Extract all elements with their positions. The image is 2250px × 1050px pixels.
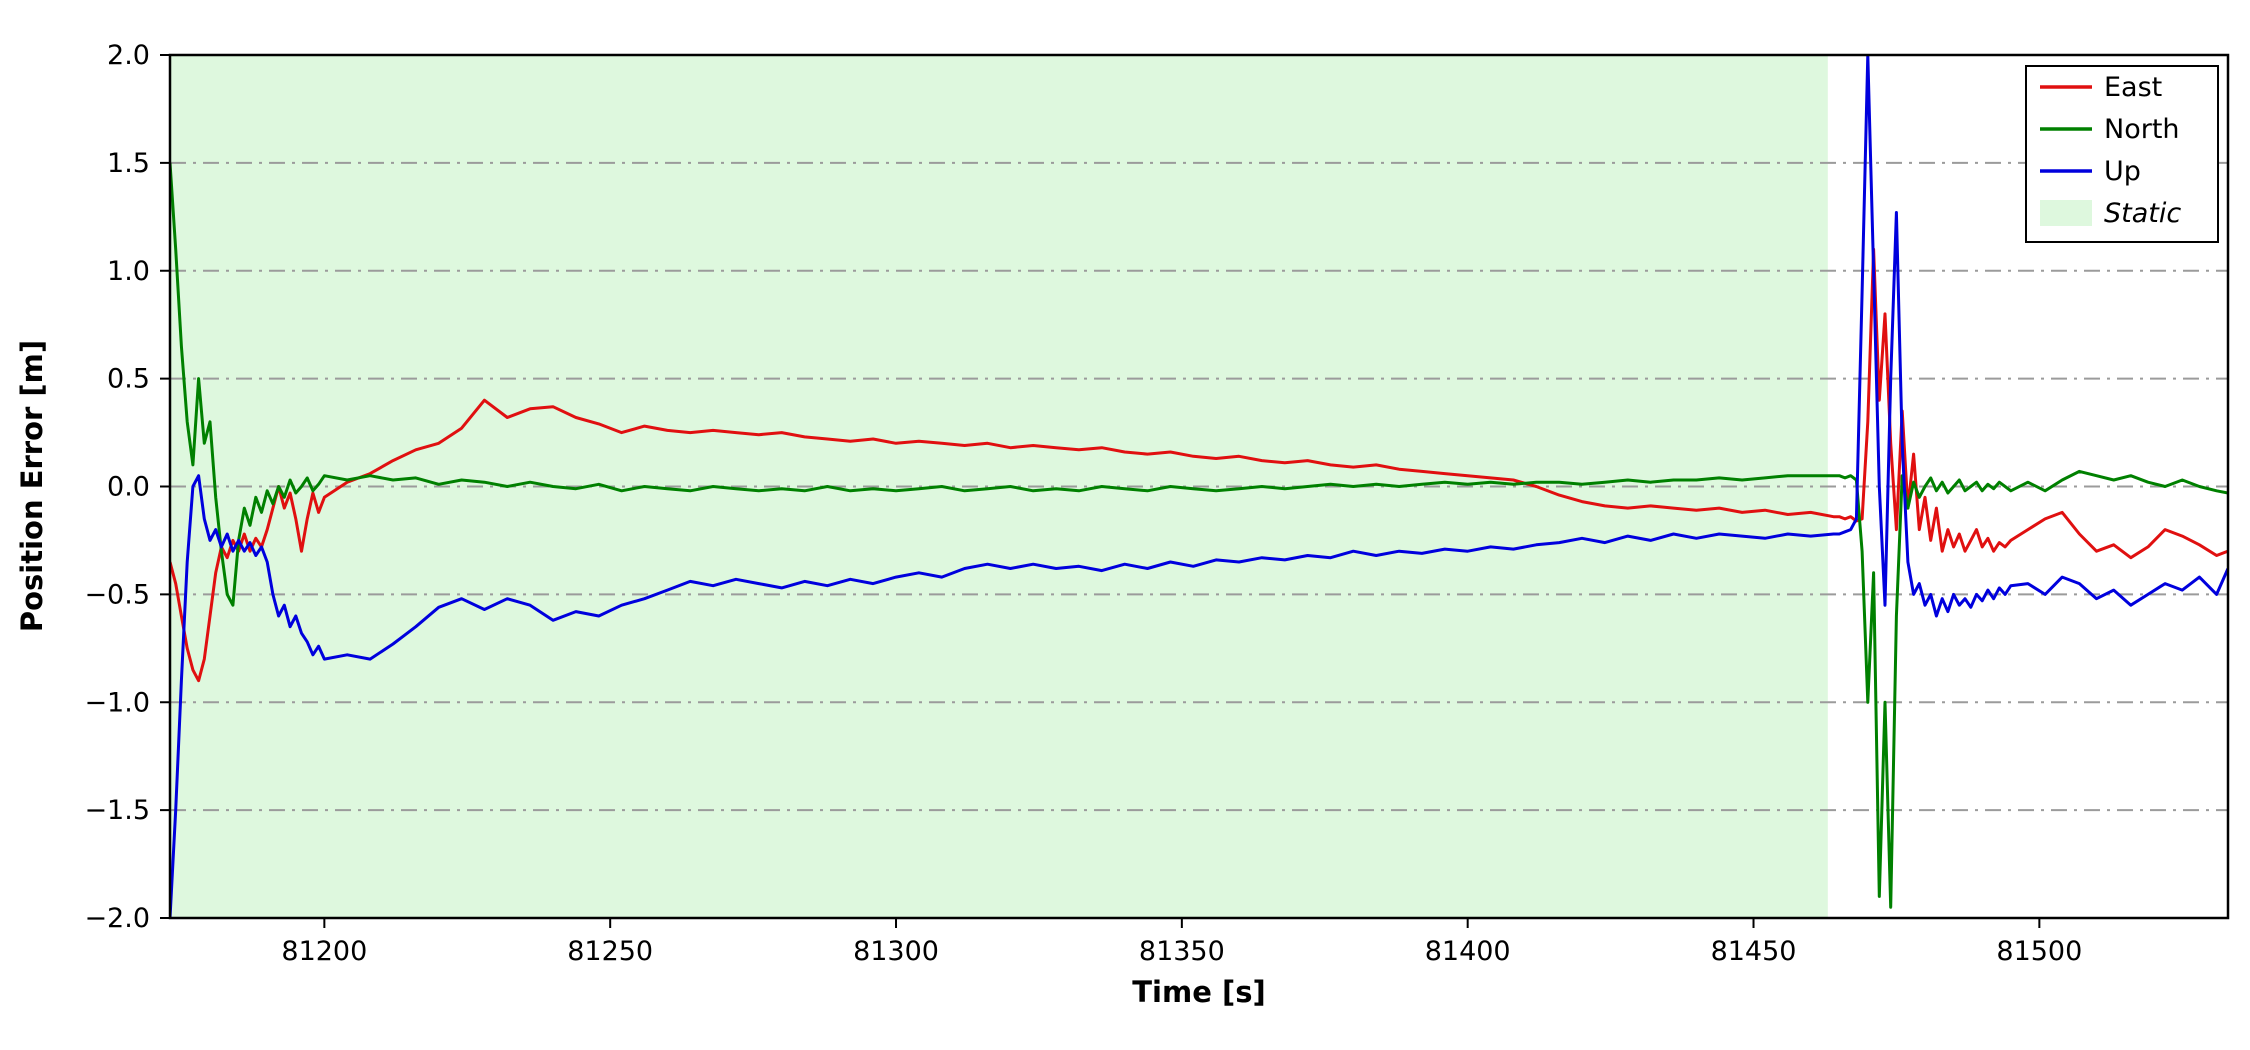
chart-layers: 81200 81250 81300 81350 81400 81450 81500 −2.0 −… — [84, 40, 2230, 967]
x-tick-label: 81200 — [281, 936, 367, 967]
legend-swatch-static — [2040, 200, 2092, 226]
y-tick-label: −0.5 — [84, 579, 150, 610]
x-tick-label: 81400 — [1425, 936, 1511, 967]
legend-label-up: Up — [2104, 156, 2141, 187]
y-tick-label: −2.0 — [84, 903, 150, 934]
series-east-line — [170, 247, 2228, 683]
y-tick-label: −1.5 — [84, 795, 150, 826]
y-tick-label: 0.0 — [107, 472, 150, 503]
x-axis-label: Time [s] — [1132, 975, 1265, 1009]
x-tick-label: 81350 — [1139, 936, 1225, 967]
legend: East North Up Static — [2025, 65, 2219, 243]
legend-label-north: North — [2104, 114, 2180, 145]
y-tick-label: −1.0 — [84, 687, 150, 718]
series-north-line — [170, 162, 2228, 909]
y-tick-label: 0.5 — [107, 364, 150, 395]
series-up-line — [170, 55, 2228, 918]
legend-label-static: Static — [2104, 198, 2181, 229]
y-tick-label: 2.0 — [107, 40, 150, 71]
legend-label-east: East — [2104, 72, 2162, 103]
y-tick-label: 1.0 — [107, 256, 150, 287]
y-axis-label: Position Error [m] — [15, 340, 49, 632]
y-tick-label: 1.5 — [107, 148, 150, 179]
x-tick-label: 81300 — [853, 936, 939, 967]
x-tick-label: 81500 — [1996, 936, 2082, 967]
x-tick-label: 81450 — [1711, 936, 1797, 967]
x-tick-label: 81250 — [567, 936, 653, 967]
